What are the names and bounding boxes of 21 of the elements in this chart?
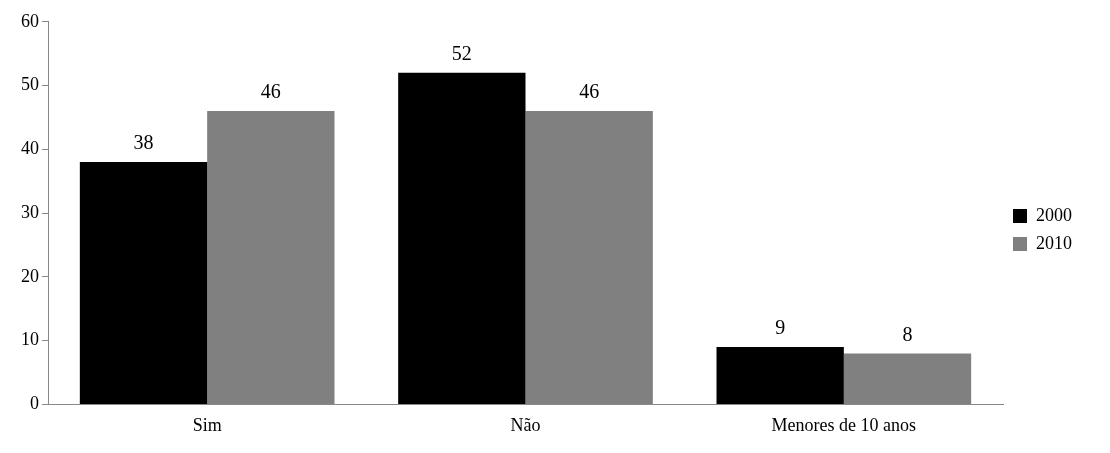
legend-label: 2010: [1036, 232, 1072, 253]
x-tick-label: Não: [510, 414, 541, 435]
bar: [716, 347, 844, 404]
x-tick-label: Menores de 10 anos: [771, 414, 917, 435]
x-tick-label: Sim: [192, 414, 222, 435]
data-label: 46: [579, 80, 600, 103]
legend-label: 2000: [1036, 204, 1072, 225]
y-tick-label: 0: [30, 393, 39, 414]
y-tick-label: 10: [21, 329, 39, 350]
y-tick-label: 40: [21, 138, 39, 159]
bar: [398, 72, 526, 404]
y-tick-label: 60: [21, 10, 39, 31]
data-label: 8: [902, 322, 913, 345]
bar: [79, 162, 208, 404]
y-tick-label: 30: [21, 201, 39, 222]
data-label: 52: [451, 42, 472, 65]
y-tick-label: 50: [21, 74, 39, 95]
data-label: 46: [260, 80, 281, 103]
data-label: 38: [133, 131, 154, 154]
y-tick-label: 20: [21, 265, 39, 286]
data-label: 9: [775, 316, 786, 339]
